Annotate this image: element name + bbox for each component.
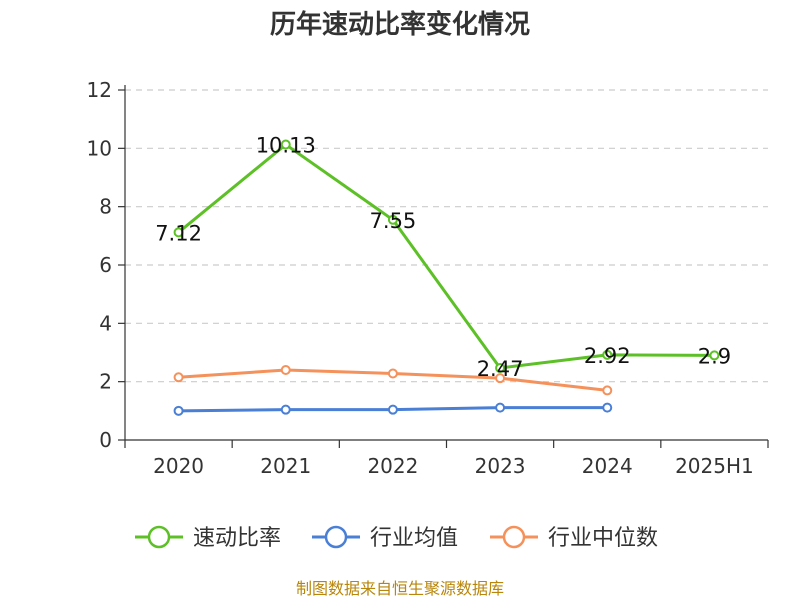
x-tick-label-2022: 2022 [367, 454, 418, 478]
series-1-point-2020 [173, 227, 184, 238]
series-3-point-2022 [387, 368, 398, 379]
y-tick-label-10: 10 [87, 136, 112, 160]
legend-swatch-marker-1 [147, 525, 171, 549]
series-2-point-2023 [495, 402, 506, 413]
legend-item-2[interactable]: 行业均值 [312, 525, 458, 551]
x-tick-label-2020: 2020 [153, 454, 204, 478]
series-group [173, 139, 720, 416]
series-2-point-2024 [602, 402, 613, 413]
series-3-point-2021 [280, 365, 291, 375]
legend-swatch-marker-2 [324, 525, 348, 549]
y-tick-label-0: 0 [99, 428, 112, 452]
series-line-1 [177, 143, 715, 370]
x-tick-label-2024: 2024 [582, 454, 633, 478]
legend-label-2: 行业均值 [370, 526, 458, 551]
chart-title: 历年速动比率变化情况 [270, 9, 530, 40]
series-2-point-2020 [173, 405, 184, 416]
legend-item-1[interactable]: 速动比率 [135, 525, 281, 551]
series-3-point-2020 [173, 372, 184, 383]
series-2-point-2021 [280, 404, 291, 415]
series-1-point-2024 [602, 349, 613, 360]
y-tick-label-4: 4 [99, 311, 112, 335]
data-label-2022: 7.55 [370, 209, 417, 233]
legend-label-3: 行业中位数 [548, 526, 658, 551]
legend-label-1: 速动比率 [193, 526, 281, 551]
series-1-point-2023 [495, 362, 506, 373]
legend[interactable]: 速动比率 行业均值 行业中位数 [135, 525, 658, 551]
y-tick-label-6: 6 [99, 253, 112, 277]
legend-swatch-marker-3 [502, 525, 526, 549]
series-3-point-2024 [602, 385, 613, 396]
series-3-point-2023 [495, 373, 506, 384]
legend-item-3[interactable]: 行业中位数 [490, 525, 658, 551]
data-label-2020: 7.12 [155, 221, 202, 245]
y-tick-label-8: 8 [99, 195, 112, 219]
x-axis-ticks: 2020 2021 2022 2023 2024 2025H1 [124, 440, 769, 478]
series-1-point-2025H1 [709, 350, 720, 361]
y-tick-label-12: 12 [87, 78, 112, 102]
data-label-2024: 2.92 [584, 344, 631, 368]
source-note: 制图数据来自恒生聚源数据库 [296, 579, 504, 598]
series-1-point-2021 [280, 139, 291, 150]
data-labels: 7.12 10.13 7.55 2.47 2.92 2.9 [155, 134, 731, 381]
series-1-point-2022 [387, 214, 398, 225]
series-2-point-2022 [387, 404, 398, 415]
y-tick-label-2: 2 [99, 370, 112, 394]
grid-lines [125, 89, 768, 383]
axes [124, 85, 768, 441]
data-label-2023: 2.47 [477, 357, 524, 381]
x-tick-label-2025H1: 2025H1 [675, 454, 754, 478]
y-axis-ticks: 0 2 4 6 8 10 12 [87, 78, 125, 452]
x-tick-label-2021: 2021 [260, 454, 311, 478]
x-tick-label-2023: 2023 [475, 454, 526, 478]
data-label-2025H1: 2.9 [698, 344, 731, 368]
data-label-2021: 10.13 [256, 134, 316, 158]
